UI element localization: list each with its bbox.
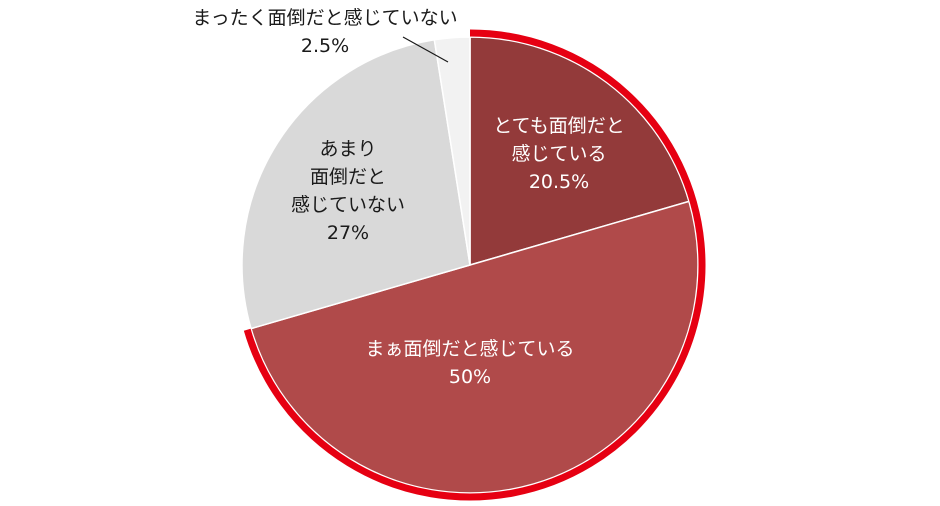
highlight-arc — [243, 29, 706, 501]
slice-label-line: まったく面倒だと感じていない — [192, 7, 457, 29]
leader-line — [402, 36, 449, 63]
slice-label: まったく面倒だと感じていない 2.5% — [192, 7, 457, 57]
slice-label-line: 感じている — [511, 143, 606, 165]
pie-slice — [250, 200, 699, 494]
slice-label-line: とても面倒だと — [493, 115, 624, 137]
slice-value-label: 27% — [327, 222, 369, 244]
slice-label: とても面倒だと感じている 20.5% — [493, 115, 624, 193]
pie-slice — [433, 36, 471, 266]
pie-slice — [469, 36, 690, 266]
slice-label-line: あまり — [319, 138, 376, 160]
slice-value-label: 2.5% — [301, 35, 349, 57]
slice-label: まぁ面倒だと感じている 50% — [365, 338, 574, 388]
slice-value-label: 50% — [449, 366, 491, 388]
slice-label-line: 感じていない — [291, 194, 405, 216]
slice-label-line: まぁ面倒だと感じている — [365, 338, 574, 360]
slice-label-line: 面倒だと — [310, 166, 386, 188]
pie-slice — [241, 38, 471, 330]
slice-label: あまり面倒だと感じていない 27% — [291, 138, 405, 244]
slice-value-label: 20.5% — [529, 171, 589, 193]
